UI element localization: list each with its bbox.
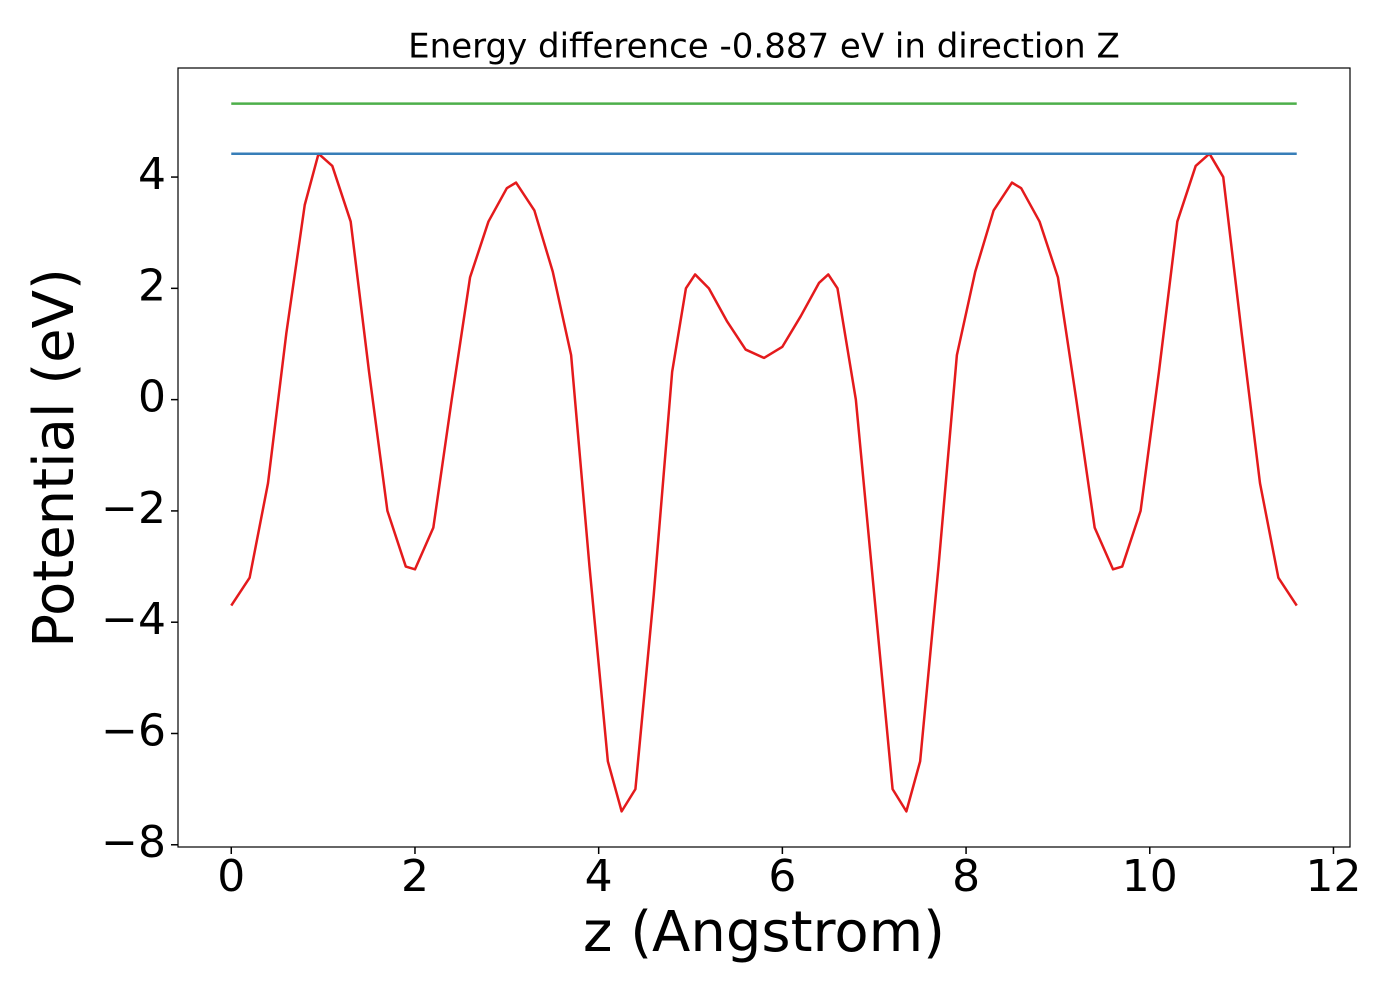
plot-frame [177,67,1351,848]
y-tick-label: −8 [101,817,166,868]
x-tick-label: 0 [217,851,245,902]
x-tick-label: 2 [401,851,429,902]
x-axis-label: z (Angstrom) [583,900,945,965]
y-axis-label: Potential (eV) [22,268,87,648]
y-tick-label: 0 [138,372,166,423]
chart-title: Energy difference -0.887 eV in direction… [408,27,1120,67]
y-tick-label: −4 [101,594,166,645]
x-tick-label: 10 [1122,851,1178,902]
y-tick-label: −6 [101,705,166,756]
x-tick-label: 8 [952,851,980,902]
y-tick-label: 2 [138,260,166,311]
x-tick-label: 12 [1305,851,1361,902]
x-tick-label: 6 [768,851,796,902]
series-line [230,152,1298,813]
y-tick-label: −2 [101,483,166,534]
y-tick-label: 4 [138,149,166,200]
x-tick-label: 4 [585,851,613,902]
